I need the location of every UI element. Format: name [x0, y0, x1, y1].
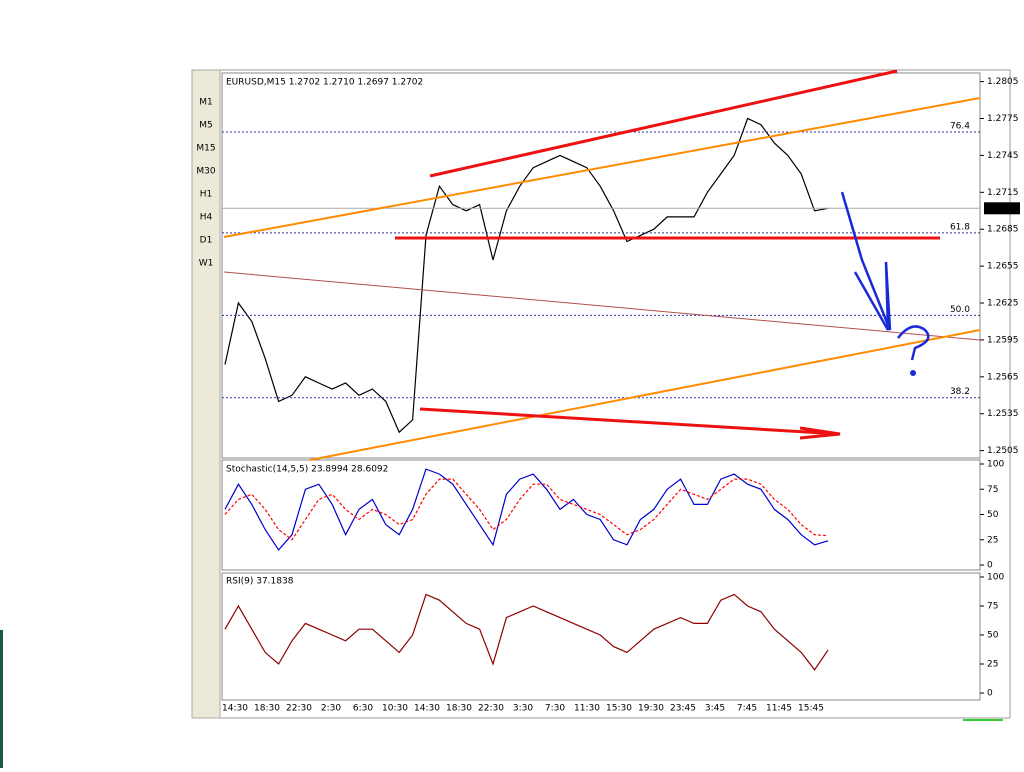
y-tick-label: 50	[987, 510, 999, 520]
price-box	[984, 202, 1020, 215]
y-tick-label: 100	[987, 573, 1004, 583]
fib-label: 50.0	[950, 305, 970, 315]
y-tick-label: 1.2625	[987, 299, 1019, 309]
timeframe-button[interactable]: D1	[200, 236, 213, 246]
y-tick-label: 75	[987, 485, 998, 495]
y-tick-label: 25	[987, 660, 998, 670]
timeframe-button[interactable]: M1	[199, 98, 213, 108]
stoch-panel	[221, 459, 981, 571]
series-line	[224, 117, 829, 434]
x-tick-label: 7:45	[737, 704, 757, 714]
x-tick-label: 2:30	[321, 704, 341, 714]
fib-label: 61.8	[950, 222, 970, 232]
x-tick-label: 3:30	[513, 704, 533, 714]
x-tick-label: 22:30	[478, 704, 504, 714]
plots: EURUSD,M15 1.2702 1.2710 1.2697 1.2702 1.…	[222, 77, 1020, 714]
timeframe-button[interactable]: H4	[200, 213, 213, 223]
edge	[0, 630, 3, 768]
x-tick-label: 22:30	[286, 704, 312, 714]
y-tick-label: 0	[987, 561, 993, 571]
x-tick-label: 7:30	[545, 704, 565, 714]
y-tick-label: 75	[987, 602, 998, 612]
timeframe-button[interactable]: M30	[196, 167, 215, 177]
y-tick-label: 0	[987, 689, 993, 699]
x-tick-label: 23:45	[670, 704, 696, 714]
y-tick-label: 1.2505	[987, 446, 1019, 456]
y-tick-label: 50	[987, 631, 999, 641]
x-tick-label: 14:30	[414, 704, 440, 714]
timeframe-button[interactable]: M5	[199, 121, 213, 131]
volume-arrow	[419, 407, 841, 440]
timeframe-button[interactable]: W1	[199, 259, 214, 269]
rsi-panel	[221, 572, 981, 701]
toolbar-buttons: M1 M5 M15 M30 H1 H4 D1 W1	[196, 98, 215, 269]
x-tick-label: 10:30	[382, 704, 408, 714]
panel-title: EURUSD,M15 1.2702 1.2710 1.2697 1.2702	[226, 78, 423, 88]
x-tick-label: 18:30	[254, 704, 280, 714]
y-tick-label: 100	[987, 460, 1004, 470]
x-tick-label: 15:45	[798, 704, 824, 714]
fib-label: 76.4	[950, 122, 970, 132]
series-line	[224, 478, 829, 541]
x-tick-label: 11:30	[574, 704, 600, 714]
y-tick-label: 1.2805	[987, 77, 1019, 87]
current-price: 1.2702	[987, 204, 1019, 214]
timeframe-button[interactable]: M15	[196, 144, 215, 154]
y-tick-label: 1.2535	[987, 409, 1019, 419]
x-tick-label: 11:45	[766, 704, 792, 714]
series-line	[224, 593, 829, 671]
main-panel	[221, 72, 981, 459]
x-tick-label: 6:30	[353, 704, 373, 714]
series-line	[224, 468, 829, 551]
y-tick-label: 1.2685	[987, 225, 1019, 235]
fib-label: 38.2	[950, 387, 970, 397]
down-arrow	[840, 191, 892, 331]
x-tick-label: 14:30	[222, 704, 248, 714]
panel-title: RSI(9) 37.1838	[226, 577, 294, 587]
question-dot	[910, 370, 916, 376]
panel-title: Stochastic(14,5,5) 23.8994 28.6092	[226, 465, 388, 475]
y-tick-label: 1.2565	[987, 372, 1019, 382]
x-tick-label: 3:45	[705, 704, 725, 714]
x-tick-label: 15:30	[606, 704, 632, 714]
y-tick-label: 1.2715	[987, 188, 1019, 198]
question-mark	[897, 325, 930, 361]
y-tick-label: 1.2775	[987, 114, 1019, 124]
timeframe-button[interactable]: H1	[200, 190, 213, 200]
resistance-line	[429, 69, 898, 178]
annotations	[223, 69, 981, 461]
x-tick-label: 18:30	[446, 704, 472, 714]
y-tick-label: 25	[987, 535, 998, 545]
channel-line	[309, 329, 981, 461]
y-tick-label: 1.2745	[987, 151, 1019, 161]
x-tick-label: 19:30	[638, 704, 664, 714]
channel-line	[223, 97, 981, 238]
y-tick-label: 1.2595	[987, 335, 1019, 345]
toolbar	[191, 69, 221, 719]
trend-line	[223, 271, 981, 341]
y-tick-label: 1.2655	[987, 262, 1019, 272]
